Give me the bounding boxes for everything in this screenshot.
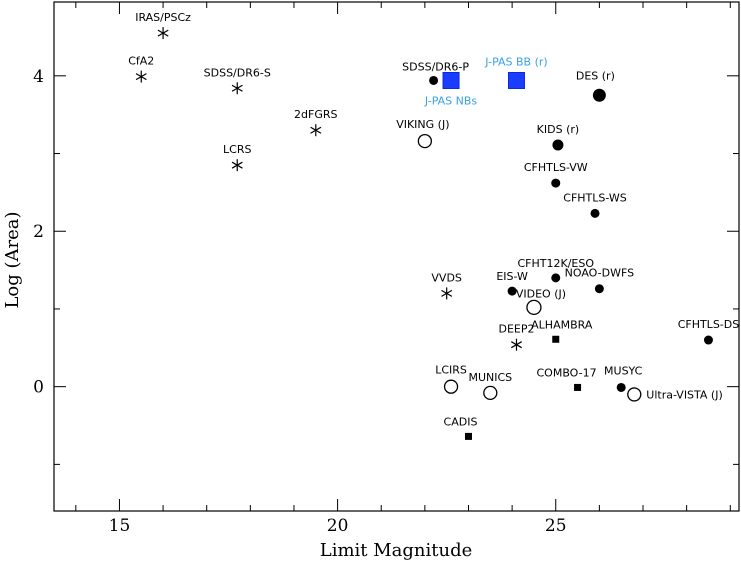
lcirs-marker [445,380,458,393]
y-tick-label: 4 [33,67,44,87]
x-tick-label: 15 [109,516,131,536]
j-pas-bb-r-marker [508,72,524,88]
video-j-label: VIDEO (J) [516,287,566,300]
sdss-dr6-p-label: SDSS/DR6-P [402,60,469,73]
j-pas-bb-r-label: J-PAS BB (r) [484,55,547,68]
data-labels: IRAS/PSCz CfA2 SDSS/DR6-S 2dFGRS LCRS VVDS DEE… [128,11,739,428]
kids-r-marker [552,139,563,150]
eis-w-label: EIS-W [496,270,528,283]
sdss-dr6-s-marker [232,82,242,94]
lcirs-label: LCIRS [435,364,467,377]
noao-dwfs-marker [595,284,604,293]
cfhtls-ds-label: CFHTLS-DS [678,318,740,331]
video-j-marker [527,300,541,314]
sdss-dr6-p-marker [429,76,438,85]
vvds-marker [441,287,451,299]
cfht12k-eso-marker [551,273,560,282]
axis-ticks [54,2,739,511]
2dfgrs-marker [311,124,321,136]
survey-area-chart: 15 20 25 0 2 4 IRAS/PSCz CfA2 SDSS/DR6-S 2dFGRS L… [0,0,741,561]
vvds-label: VVDS [431,271,462,284]
combo-17-label: COMBO-17 [537,366,597,379]
x-tick-label: 25 [545,516,567,536]
cfhtls-vw-marker [551,179,560,188]
plot-frame [54,2,739,511]
musyc-label: MUSYC [604,364,643,377]
iras-pscz-label: IRAS/PSCz [135,11,191,24]
sdss-dr6-s-label: SDSS/DR6-S [204,66,271,79]
j-pas-nbs-label: J-PAS NBs [424,94,478,107]
2dfgrs-label: 2dFGRS [294,108,337,121]
y-axis-title: Log (Area) [2,211,23,308]
x-axis-title: Limit Magnitude [320,540,473,561]
cfhtls-vw-label: CFHTLS-VW [524,161,588,174]
x-tick-label: 20 [327,516,349,536]
viking-j-marker [418,135,431,148]
cfhtls-ds-marker [704,336,713,345]
viking-j-label: VIKING (J) [396,118,449,131]
cadis-label: CADIS [444,415,478,428]
lcrs-marker [232,159,242,171]
y-tick-label: 0 [33,378,44,398]
des-r-marker [593,89,606,102]
j-pas-nbs-marker [443,72,459,88]
munics-marker [484,386,497,399]
musyc-marker [617,383,626,392]
cfa2-label: CfA2 [128,55,154,68]
alhambra-label: ALHAMBRA [531,318,593,331]
ultra-vista-j-label: Ultra-VISTA (J) [646,388,722,401]
kids-r-label: KIDS (r) [537,123,580,136]
ultra-vista-j-marker [628,388,641,401]
lcrs-label: LCRS [223,143,251,156]
tick-labels: 15 20 25 0 2 4 [33,67,566,536]
deep2-label: DEEP2 [498,323,534,336]
cfhtls-ws-label: CFHTLS-WS [563,191,627,204]
cadis-marker [465,433,472,440]
deep2-marker [511,339,521,351]
des-r-label: DES (r) [576,69,615,82]
noao-dwfs-label: NOAO-DWFS [565,267,634,280]
y-tick-label: 2 [33,222,44,242]
alhambra-marker [552,336,559,343]
munics-label: MUNICS [468,371,512,384]
data-markers [136,27,713,440]
iras-pscz-marker [158,27,168,39]
combo-17-marker [574,384,581,391]
cfhtls-ws-marker [591,209,600,218]
cfa2-marker [136,71,146,83]
